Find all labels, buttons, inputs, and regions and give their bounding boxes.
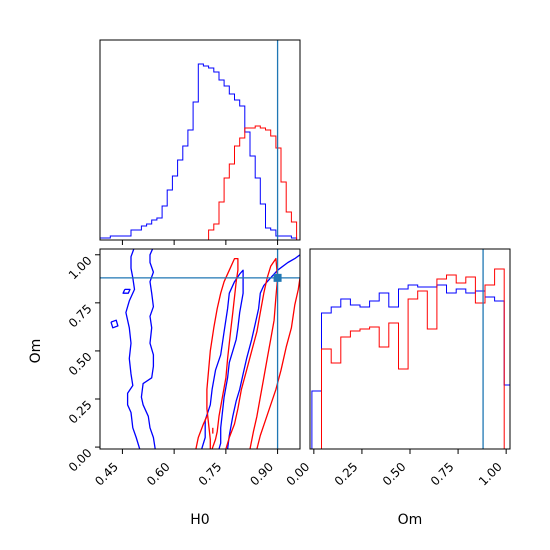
red-contour-line <box>256 277 300 449</box>
contour-body <box>100 249 300 449</box>
h0-histogram-blue <box>100 63 298 240</box>
blue-contour-line <box>201 269 244 449</box>
om-histogram-axis-label: Om <box>398 512 423 528</box>
om-axis-tick-label: 0.00 <box>284 460 313 489</box>
truth-marker <box>273 273 282 282</box>
om-axis-tick-label: 1.00 <box>476 460 505 489</box>
h0-axis-tick-label: 0.90 <box>247 460 276 489</box>
axes-frame <box>99 39 301 241</box>
om-histogram-blue <box>311 284 510 449</box>
om-axis-tick-label: 0.75 <box>66 302 95 331</box>
red-contour-line <box>225 257 279 449</box>
h0-om-contour-panel: 0.45 0.60 0.75 0.90 0.00 0.25 0.50 0.75 1.00 H0 Om <box>28 248 301 528</box>
h0-axis-tick-label: 0.45 <box>92 460 121 489</box>
h0-axis-tick-label: 0.75 <box>196 460 225 489</box>
om-axis-tick-label: 0.00 <box>66 446 95 475</box>
h0-axis-label: H0 <box>190 512 209 528</box>
om-axis-tick-label: 0.50 <box>380 460 409 489</box>
red-contour-line <box>206 257 239 449</box>
om-axis-tick-label: 0.25 <box>66 398 95 427</box>
om-axis-tick-label: 0.25 <box>332 460 361 489</box>
om-histogram-body <box>311 249 510 449</box>
red-contour-line <box>195 416 208 449</box>
blue-contour-line <box>110 319 119 329</box>
h0-histogram-panel <box>99 39 301 245</box>
blue-contour-line <box>125 249 141 449</box>
om-axis-tick-label: 0.50 <box>66 350 95 379</box>
axes-frame <box>99 248 301 450</box>
h0-axis-tick-label: 0.60 <box>144 460 173 489</box>
om-histogram-panel: 0.00 0.25 0.50 0.75 1.00 Om <box>284 248 511 528</box>
om-axis-tick-label: 0.75 <box>428 460 457 489</box>
blue-contour-line <box>226 254 300 449</box>
om-histogram-red <box>311 268 505 449</box>
h0-histogram-body <box>100 40 298 240</box>
axes-frame <box>309 248 511 450</box>
h0-histogram-red <box>208 125 298 240</box>
blue-contour-line <box>140 249 156 449</box>
blue-contour-line <box>122 288 131 294</box>
om-axis-label: Om <box>28 339 44 364</box>
om-axis-tick-label: 1.00 <box>66 253 95 282</box>
